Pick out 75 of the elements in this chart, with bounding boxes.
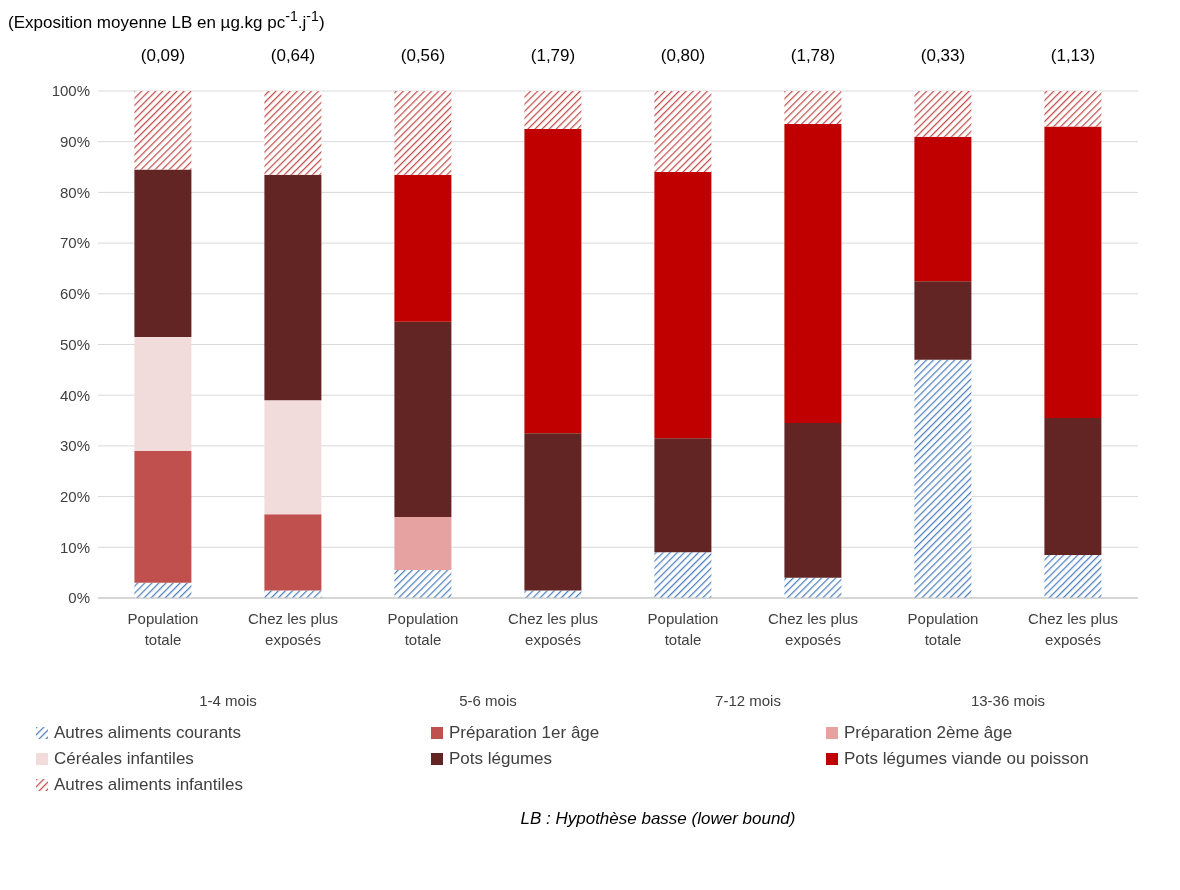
bar	[1044, 126, 1102, 418]
bar	[784, 90, 842, 124]
bar	[1044, 554, 1102, 598]
y-tick-label: 10%	[59, 538, 90, 556]
bar	[134, 336, 192, 451]
bar	[654, 437, 712, 553]
legend-label: Autres aliments courants	[53, 722, 243, 743]
y-tick-label: 70%	[59, 234, 90, 252]
bar	[394, 569, 452, 598]
y-tick-label: 50%	[59, 335, 90, 353]
bar	[134, 582, 192, 598]
text: 7-12 mois	[715, 691, 781, 709]
bar	[264, 399, 322, 514]
y-tick-label: 0%	[68, 588, 90, 606]
text: LB : Hypothèse basse (lower bound)	[519, 808, 797, 829]
text: 5-6 mois	[459, 691, 517, 709]
x-tick-label: Population totale	[127, 609, 199, 648]
y-tick-label: 40%	[59, 386, 90, 404]
bar	[914, 136, 972, 281]
bar	[914, 90, 972, 137]
x-tick-label: Chez les plus exposés	[1027, 609, 1119, 648]
bar	[264, 590, 322, 598]
bar	[394, 321, 452, 517]
legend-label: Céréales infantiles	[53, 748, 195, 769]
text: 1-4 mois	[199, 691, 257, 709]
bar	[784, 422, 842, 578]
x-tick-label: Chez les plus exposés	[767, 609, 859, 648]
legend-label: Préparation 1er âge	[448, 722, 601, 743]
text: (0,56)	[400, 45, 446, 65]
bar	[1044, 417, 1102, 555]
y-tick-label: 80%	[59, 183, 90, 201]
y-tick-label: 20%	[59, 487, 90, 505]
bar	[524, 590, 582, 598]
x-tick-label: Chez les plus exposés	[507, 609, 599, 648]
bar	[914, 359, 972, 598]
legend-label: Préparation 2ème âge	[843, 722, 1014, 743]
bar	[1044, 90, 1102, 127]
chart-title: (Exposition moyenne LB en µg.kg pc$^{-1}$.j$^{-1}$)	[8, 8, 326, 33]
bar	[134, 90, 192, 170]
legend-label: Autres aliments infantiles	[53, 774, 244, 795]
x-tick-label: Population totale	[387, 609, 459, 648]
text: (1,79)	[530, 45, 576, 65]
bar	[394, 90, 452, 175]
text: 13-36 mois	[970, 691, 1046, 709]
bar	[134, 169, 192, 337]
legend-label: Pots légumes viande ou poisson	[843, 748, 1090, 769]
bar	[524, 90, 582, 129]
text: (1,13)	[1050, 45, 1096, 65]
x-tick-label: Chez les plus exposés	[247, 609, 339, 648]
y-tick-label: 30%	[59, 436, 90, 454]
y-tick-label: 90%	[59, 132, 90, 150]
y-tick-label: 100%	[51, 81, 90, 99]
bar	[524, 128, 582, 433]
bar	[654, 552, 712, 598]
legend-label: Pots légumes	[448, 748, 553, 769]
text: (0,09)	[140, 45, 186, 65]
bar	[394, 516, 452, 570]
bar	[914, 280, 972, 360]
x-tick-label: Population totale	[907, 609, 979, 648]
bar	[134, 450, 192, 583]
text: (0,33)	[920, 45, 966, 65]
text: (0,80)	[660, 45, 706, 65]
bar	[784, 577, 842, 598]
x-tick-label: Population totale	[647, 609, 719, 648]
bar	[654, 90, 712, 172]
bar	[264, 174, 322, 400]
bar	[394, 174, 452, 322]
bar	[264, 90, 322, 175]
bar	[654, 171, 712, 438]
bar	[524, 432, 582, 591]
bar	[784, 123, 842, 423]
y-tick-label: 60%	[59, 284, 90, 302]
text: (0,64)	[270, 45, 316, 65]
text: (1,78)	[790, 45, 836, 65]
bar	[264, 514, 322, 591]
